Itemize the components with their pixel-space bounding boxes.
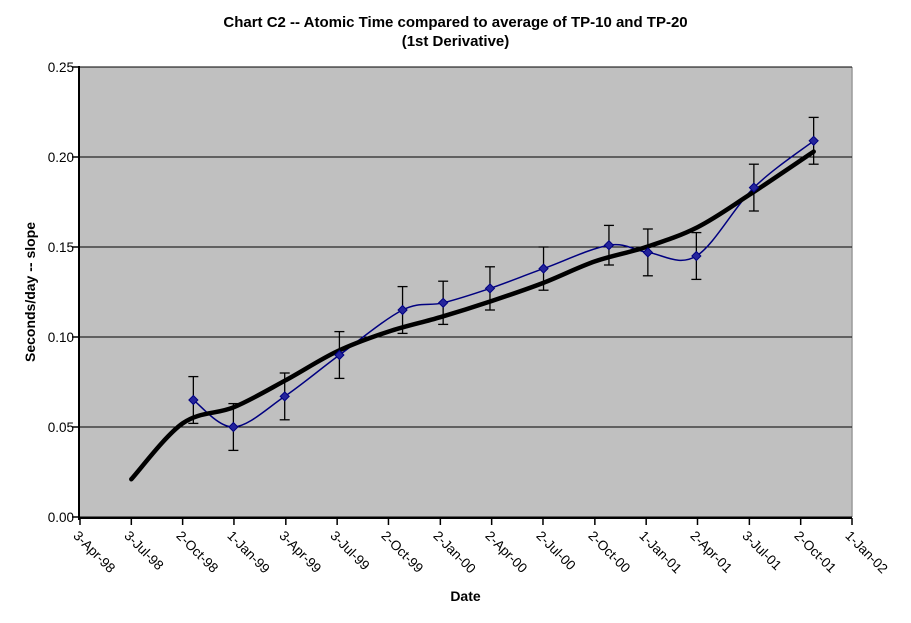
x-axis-title: Date [450, 588, 481, 604]
y-tick-label: 0.25 [47, 59, 74, 75]
data-point-marker [691, 250, 702, 262]
plot-background [80, 67, 852, 517]
y-tick-label: 0.05 [47, 419, 74, 435]
trend-curve [129, 149, 816, 482]
data-point-marker [603, 239, 615, 251]
data-point-marker [748, 182, 760, 193]
data-point-marker [397, 304, 408, 316]
data-point-marker [808, 135, 819, 147]
data-point-marker [437, 297, 449, 309]
y-tick-label: 0.15 [47, 239, 74, 255]
data-point-marker [538, 263, 549, 274]
data-point-marker [484, 283, 496, 294]
data-point-marker [334, 349, 345, 361]
y-tick-label: 0.20 [47, 149, 74, 165]
chart-title: Chart C2 -- Atomic Time compared to aver… [0, 13, 911, 51]
chart-title-line2: (1st Derivative) [401, 33, 510, 50]
y-tick-label: 0.10 [47, 329, 74, 345]
data-point-marker [188, 394, 199, 406]
y-tick-label: 0.00 [47, 509, 74, 525]
chart-title-line1: Chart C2 -- Atomic Time compared to aver… [223, 14, 688, 31]
data-point-marker [279, 391, 290, 402]
data-point-marker [642, 247, 654, 258]
data-point-marker [228, 421, 239, 433]
